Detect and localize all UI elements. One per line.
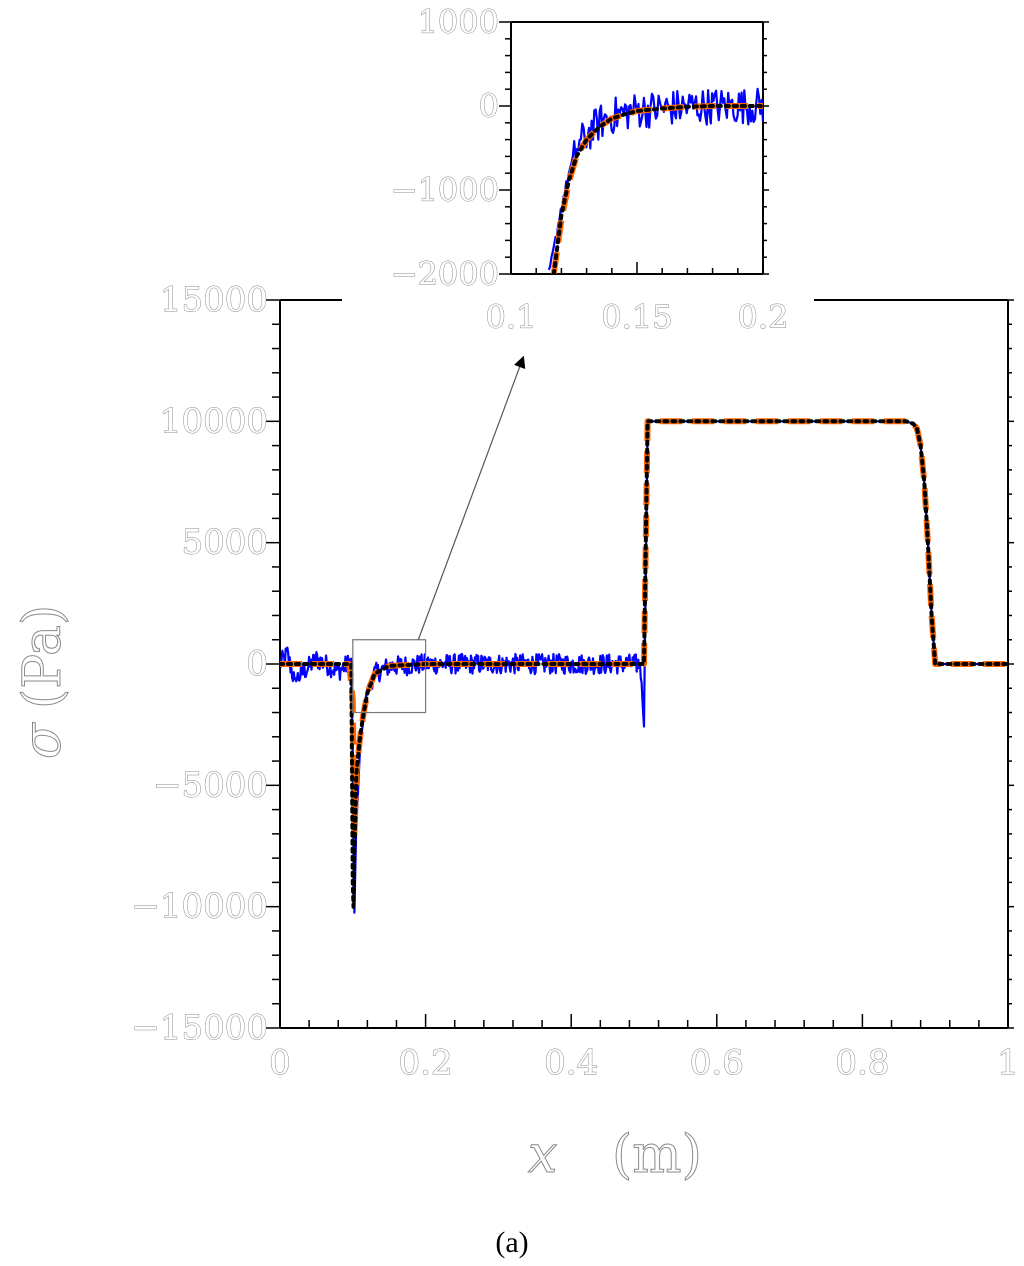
axis-titles: σ (Pa) x (m) [13,604,703,1185]
main-plot-ticks: 0 0.2 0.4 0.6 0.8 1 −15000 −10000 −5000 0 5000 1000… [131,280,1019,1084]
y-axis-title-unit: (Pa) [13,605,73,709]
x-tick-label: 0.15 [601,298,672,336]
x-tick-label: 0.1 [486,298,537,336]
inset-plot-series [547,87,763,274]
x-tick-label: 0.2 [738,298,789,336]
x-axis-title-unit: (m) [612,1125,702,1185]
x-tick-label: 0.8 [835,1043,889,1083]
zoom-arrow [417,355,526,640]
x-tick-label: 1 [997,1043,1019,1083]
x-tick-label: 0.4 [544,1043,598,1083]
main-plot-series [280,418,1008,914]
y-tick-label: 0 [479,87,499,125]
series-line-black [551,104,763,274]
x-tick-label: 0.6 [690,1043,744,1083]
inset-plot-ticks: 0.1 0.15 0.2 −2000 −1000 0 1000 [390,3,789,337]
zoom-annotation [352,355,526,714]
y-tick-label: 10000 [160,401,268,441]
x-tick-label: 0.2 [399,1043,453,1083]
series-line-black [280,419,1008,909]
x-axis-title-symbol: x [528,1125,557,1185]
figure-caption: (a) [495,1226,529,1259]
y-tick-label: −2000 [391,255,499,293]
y-tick-label: −5000 [153,765,268,805]
inset-background [344,0,814,356]
y-tick-label: −15000 [131,1008,268,1048]
zoom-region-box [352,639,427,714]
y-tick-label: 5000 [181,523,268,563]
y-axis-title-symbol: σ [13,722,73,759]
y-tick-label: 1000 [418,3,499,41]
y-tick-label: 0 [246,644,268,684]
y-tick-label: 15000 [160,280,268,320]
y-tick-label: −1000 [391,171,499,209]
series-line-blue [547,87,763,271]
y-axis-title: σ (Pa) [13,604,74,759]
y-tick-label: −10000 [131,887,268,927]
x-tick-label: 0 [269,1043,291,1083]
